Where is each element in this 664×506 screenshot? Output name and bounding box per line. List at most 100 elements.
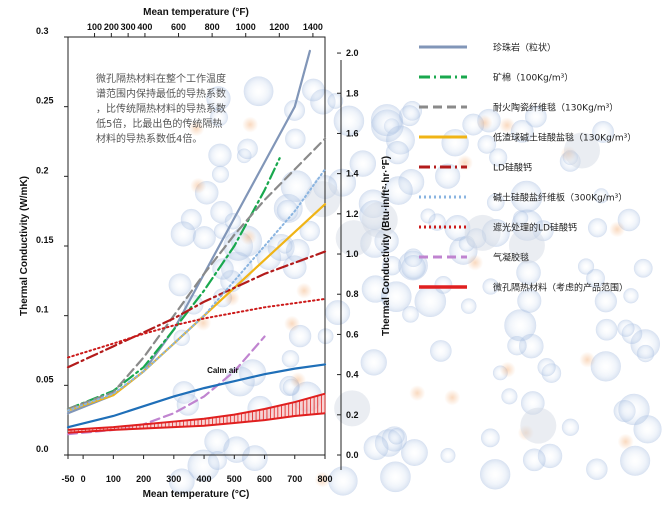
- y-tick-label: 0.05: [36, 374, 54, 384]
- background-bubble: [170, 221, 196, 247]
- background-grey-cluster: [304, 181, 341, 218]
- background-bubble: [593, 188, 609, 204]
- x-top-tick-label: 800: [205, 22, 220, 32]
- background-bubble: [328, 466, 358, 496]
- background-bubble: [168, 273, 192, 297]
- x-tick-label: 400: [197, 474, 212, 484]
- background-bubble: [242, 445, 268, 471]
- background-bubble: [208, 143, 232, 167]
- background-bubble: [486, 193, 505, 212]
- legend-label: 珍珠岩（粒状）: [493, 42, 556, 54]
- y-right-tick-label: 0.0: [346, 450, 359, 460]
- background-orange-spot: [499, 117, 516, 134]
- background-bubble: [522, 448, 546, 472]
- background-bubble: [385, 140, 410, 165]
- background-bubble: [501, 388, 518, 405]
- background-bubble: [388, 428, 405, 445]
- background-bubble: [618, 393, 650, 426]
- background-bubble: [363, 435, 389, 461]
- text-layer: Mean temperature (°C) Mean temperature (…: [19, 7, 392, 500]
- background-bubble: [277, 238, 293, 254]
- background-bubble: [489, 148, 508, 167]
- background-orange-spot: [444, 389, 461, 406]
- background-bubble: [595, 318, 618, 341]
- x-top-tick-label: 600: [171, 22, 186, 32]
- background-orange-spot: [617, 433, 634, 450]
- background-orange-spot: [456, 154, 473, 171]
- microporous-band-upper: [67, 392, 326, 431]
- background-bubble: [513, 210, 529, 226]
- background-bubble: [516, 260, 541, 285]
- background-bubble: [237, 138, 258, 160]
- background-bubble: [317, 328, 334, 345]
- y-tick-label: 0.25: [36, 96, 54, 106]
- series-layer: [66, 49, 327, 436]
- x-axis-top-title: Mean temperature (°F): [143, 7, 249, 18]
- background-orange-spot: [476, 114, 493, 131]
- background-bubble: [299, 220, 320, 242]
- x-top-tick-label: 1400: [303, 22, 323, 32]
- background-orange-spot: [190, 177, 207, 194]
- x-top-tick-label: 100: [87, 22, 102, 32]
- background-bubble: [327, 93, 344, 109]
- background-bubble: [460, 298, 477, 314]
- background-bubble: [586, 268, 605, 288]
- legend-label: LD硅酸钙: [493, 162, 532, 174]
- background-bubble: [633, 258, 653, 278]
- background-bubble: [587, 218, 608, 238]
- background-bubble: [192, 226, 216, 250]
- x-axis-title: Mean temperature (°C): [143, 489, 250, 500]
- background-orange-spot: [296, 282, 313, 299]
- x-top-tick-label: 300: [121, 22, 136, 32]
- background-bubble: [479, 459, 511, 490]
- background-bubble: [577, 258, 595, 275]
- background-grey-cluster: [464, 214, 501, 251]
- background-bubble: [384, 176, 413, 205]
- background-bubble: [176, 393, 200, 416]
- y-right-tick-label: 0.6: [346, 329, 359, 339]
- background-grey-cluster: [334, 390, 371, 427]
- x-tick-label: 500: [227, 474, 242, 484]
- y-tick-label: 0.2: [36, 165, 49, 175]
- annotation-line: 微孔隔热材料在整个工作温度: [96, 72, 226, 85]
- series-line: [66, 363, 327, 429]
- x-top-tick-label: 1200: [269, 22, 289, 32]
- background-bubble: [561, 418, 580, 436]
- legend-label: 耐火陶瓷纤维毯（130Kg/m³）: [493, 102, 618, 114]
- annotation-line: 材料的导热系数低4倍。: [96, 132, 202, 145]
- background-orange-spot: [240, 229, 257, 246]
- series-line: [67, 168, 326, 412]
- background-orange-spot: [409, 385, 426, 402]
- y-tick-label: 0.0: [36, 444, 49, 454]
- y-axis-right-title: Thermal Conductivity (Btu·in/ft²·hr·°F): [381, 156, 392, 336]
- background-bubble: [349, 150, 377, 177]
- x-tick-label: 100: [106, 474, 121, 484]
- background-orange-spot: [242, 116, 259, 133]
- y-tick-label: 0.3: [36, 26, 49, 36]
- y-right-tick-label: 2.0: [346, 48, 359, 58]
- y-tick-label: 0.15: [36, 235, 54, 245]
- background-bubble: [504, 309, 537, 342]
- x-top-tick-label: 400: [137, 22, 152, 32]
- background-bubble: [586, 458, 608, 480]
- series-line: [66, 250, 327, 369]
- background-bubble: [440, 447, 456, 463]
- background-bubble: [209, 108, 228, 127]
- background-bubble: [281, 350, 300, 368]
- background-bubble: [211, 165, 229, 183]
- background-orange-spot: [284, 315, 301, 332]
- y-right-tick-label: 1.0: [346, 249, 359, 259]
- x-top-tick-label: 1000: [236, 22, 256, 32]
- legend-label: 矿棉（100Kg/m³）: [493, 72, 573, 84]
- background-bubble: [380, 461, 411, 493]
- y-tick-label: 0.1: [36, 305, 49, 315]
- background-bubble: [414, 285, 447, 318]
- x-tick-label: 600: [257, 474, 272, 484]
- microporous-band-lower: [67, 412, 326, 434]
- x-tick-label: -50: [61, 474, 74, 484]
- background-orange-spot: [499, 361, 516, 378]
- background-orange-spot: [188, 120, 205, 137]
